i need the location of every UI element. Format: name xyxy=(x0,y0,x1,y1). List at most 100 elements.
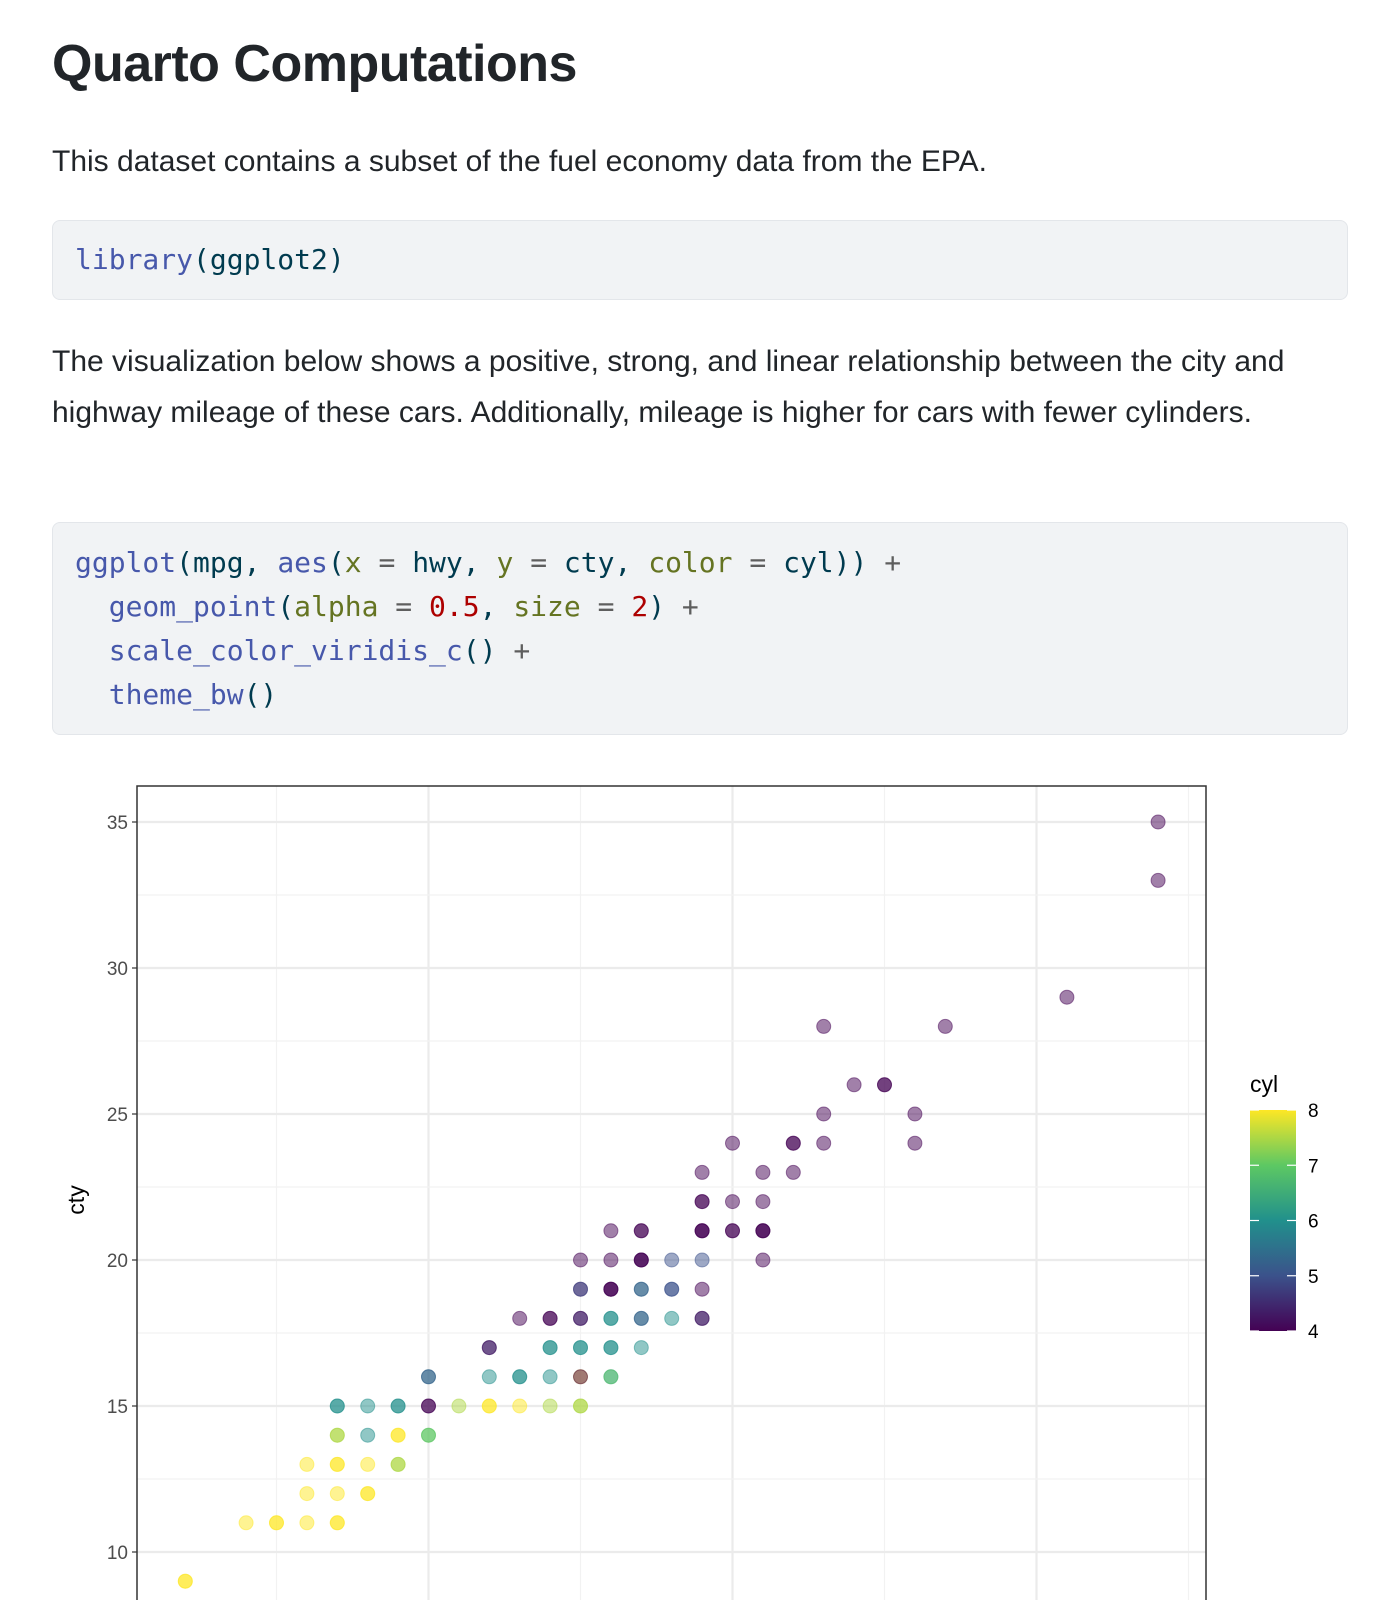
data-point xyxy=(481,1340,497,1356)
code-token: alpha xyxy=(294,590,379,623)
data-point xyxy=(603,1281,619,1297)
code-token: + xyxy=(513,634,531,667)
y-tick-label: 15 xyxy=(107,1397,128,1418)
data-point xyxy=(360,1456,376,1472)
code-token: theme_bw xyxy=(75,678,244,711)
data-point xyxy=(725,1194,740,1210)
code-token: ( xyxy=(277,590,295,623)
data-point xyxy=(573,1340,588,1356)
y-tick-label: 20 xyxy=(107,1251,128,1272)
code-token: library xyxy=(75,243,194,276)
data-point xyxy=(542,1340,558,1356)
code-token: y xyxy=(496,546,514,579)
code-token: = xyxy=(378,590,430,623)
code-token: = xyxy=(732,546,784,579)
code-line: geom_point(alpha = 0.5, size = 2) + xyxy=(75,585,1325,629)
data-point xyxy=(694,1252,710,1268)
description-paragraph: The visualization below shows a positive… xyxy=(52,345,1285,429)
code-token: x xyxy=(344,546,362,579)
data-point xyxy=(329,1515,345,1531)
code-line: library(ggplot2) xyxy=(75,238,1325,282)
code-token: cty, xyxy=(563,546,649,579)
data-point xyxy=(573,1369,588,1385)
data-point xyxy=(694,1281,710,1297)
code-line: scale_color_viridis_c() + xyxy=(75,629,1325,673)
data-point xyxy=(694,1310,710,1326)
data-point xyxy=(785,1164,801,1180)
code-token: ggplot xyxy=(75,546,177,579)
y-tick-label: 35 xyxy=(107,813,128,834)
data-point xyxy=(1059,989,1075,1005)
data-point xyxy=(633,1281,649,1297)
data-point xyxy=(664,1252,680,1268)
scatter-plot: 10 15 20 25 30 35 cty cyl 8 7 6 5 4 xyxy=(63,785,1319,1600)
data-point xyxy=(725,1135,740,1151)
code-token: scale_color_viridis_c xyxy=(75,634,463,667)
code-token: hwy, xyxy=(412,546,497,579)
data-point xyxy=(177,1573,193,1589)
data-point xyxy=(542,1398,558,1414)
y-tick-label: 10 xyxy=(107,1543,128,1564)
data-point xyxy=(329,1456,345,1472)
data-point xyxy=(1150,872,1166,888)
data-point xyxy=(573,1281,588,1297)
data-point xyxy=(360,1398,376,1414)
data-point xyxy=(907,1135,923,1151)
data-point xyxy=(603,1223,619,1239)
data-point xyxy=(664,1281,680,1297)
data-point xyxy=(1150,814,1166,830)
code-line: ggplot(mpg, aes(x = hwy, y = cty, color … xyxy=(75,541,1325,585)
data-point xyxy=(360,1486,376,1502)
page-title: Quarto Computations xyxy=(52,35,577,93)
code-token: (mpg, xyxy=(176,546,278,579)
data-point xyxy=(573,1398,588,1414)
code-token: + xyxy=(884,546,902,579)
code-token: () xyxy=(243,678,278,711)
data-point xyxy=(421,1427,436,1443)
code-block-ggplot: ggplot(mpg, aes(x = hwy, y = cty, color … xyxy=(52,522,1348,735)
intro-paragraph: This dataset contains a subset of the fu… xyxy=(52,145,987,178)
data-point xyxy=(329,1486,345,1502)
data-point xyxy=(603,1252,619,1268)
data-point xyxy=(937,1018,953,1034)
legend-label: 4 xyxy=(1308,1322,1319,1343)
data-point xyxy=(694,1223,710,1239)
data-point xyxy=(390,1427,406,1443)
code-token: ) xyxy=(648,590,682,623)
data-point xyxy=(785,1135,801,1151)
data-point xyxy=(542,1369,558,1385)
data-point xyxy=(755,1252,771,1268)
data-point xyxy=(360,1427,376,1443)
data-point xyxy=(816,1106,832,1122)
y-tick-label: 25 xyxy=(107,1105,128,1126)
data-point xyxy=(694,1194,710,1210)
code-token: 0.5 xyxy=(429,590,480,623)
y-tick-label: 30 xyxy=(107,959,128,980)
data-point xyxy=(329,1427,345,1443)
code-token: size xyxy=(513,590,581,623)
data-point xyxy=(846,1077,862,1093)
data-point xyxy=(299,1486,315,1502)
data-point xyxy=(633,1310,649,1326)
data-point xyxy=(603,1369,619,1385)
code-token: = xyxy=(513,546,564,579)
data-point xyxy=(633,1340,649,1356)
code-token: ( xyxy=(327,546,345,579)
data-point xyxy=(633,1223,649,1239)
data-point xyxy=(542,1310,558,1326)
code-token: 2 xyxy=(631,590,649,623)
code-token: = xyxy=(580,590,632,623)
data-point xyxy=(816,1018,832,1034)
y-axis-label: cty xyxy=(63,1185,89,1215)
data-point xyxy=(573,1310,588,1326)
data-point xyxy=(481,1398,497,1414)
legend-label: 6 xyxy=(1308,1212,1319,1233)
data-point xyxy=(512,1398,528,1414)
data-point xyxy=(421,1369,436,1385)
code-token: geom_point xyxy=(75,590,278,623)
panel-border xyxy=(136,785,1207,1600)
legend-title: cyl xyxy=(1250,1071,1278,1097)
data-point xyxy=(481,1369,497,1385)
data-point xyxy=(238,1515,254,1531)
data-point xyxy=(573,1252,588,1268)
